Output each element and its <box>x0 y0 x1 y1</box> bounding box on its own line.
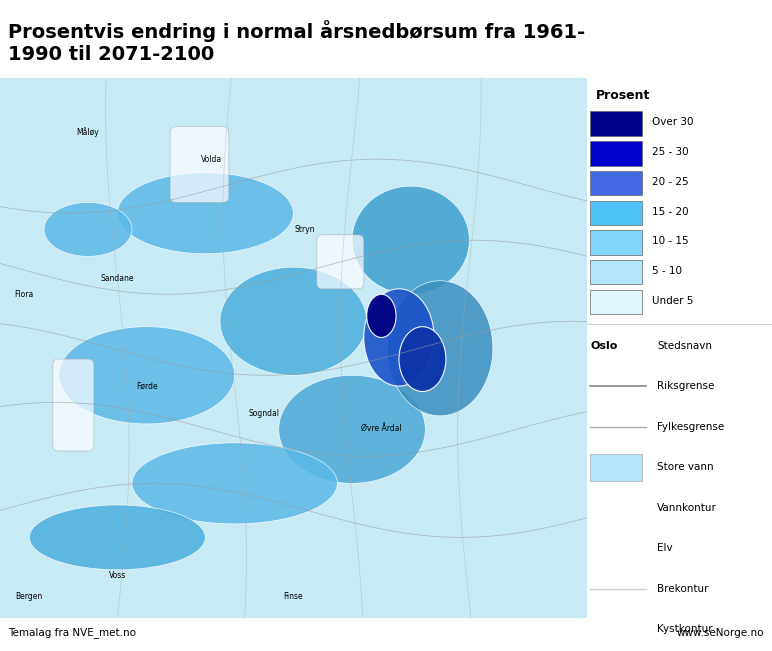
Text: Riksgrense: Riksgrense <box>657 381 715 391</box>
Text: Stedsnavn: Stedsnavn <box>657 340 712 351</box>
Text: Store vann: Store vann <box>657 462 714 472</box>
Text: Elv: Elv <box>657 543 672 553</box>
FancyBboxPatch shape <box>170 127 229 202</box>
Bar <box>591 201 642 225</box>
Text: Brekontur: Brekontur <box>657 584 709 594</box>
Text: Sandane: Sandane <box>100 273 134 283</box>
Text: Øvre Årdal: Øvre Årdal <box>361 425 401 434</box>
Ellipse shape <box>59 327 235 424</box>
Ellipse shape <box>279 375 425 483</box>
Bar <box>591 260 642 284</box>
Text: Kystkontur: Kystkontur <box>657 624 713 634</box>
Text: Fylkesgrense: Fylkesgrense <box>657 422 724 432</box>
Text: Bergen: Bergen <box>15 592 43 602</box>
Text: Under 5: Under 5 <box>652 296 693 306</box>
Text: 5 - 10: 5 - 10 <box>652 266 682 276</box>
Ellipse shape <box>364 289 434 386</box>
Ellipse shape <box>352 186 469 294</box>
Text: Oslo: Oslo <box>591 340 618 351</box>
Bar <box>591 171 642 195</box>
Text: Vannkontur: Vannkontur <box>657 503 717 513</box>
Ellipse shape <box>132 443 337 524</box>
Text: Finse: Finse <box>283 592 303 602</box>
Text: Over 30: Over 30 <box>652 117 693 128</box>
Ellipse shape <box>367 294 396 337</box>
Ellipse shape <box>117 173 293 254</box>
Text: 15 - 20: 15 - 20 <box>652 206 688 217</box>
Text: Volda: Volda <box>201 155 222 163</box>
Text: 25 - 30: 25 - 30 <box>652 147 688 157</box>
Text: 20 - 25: 20 - 25 <box>652 177 688 187</box>
Bar <box>591 141 642 165</box>
Text: Voss: Voss <box>109 571 126 580</box>
Bar <box>591 230 642 255</box>
Ellipse shape <box>388 281 493 416</box>
Text: 10 - 15: 10 - 15 <box>652 236 688 246</box>
Text: Førde: Førde <box>136 381 157 391</box>
Text: Prosent: Prosent <box>596 89 650 102</box>
Bar <box>591 454 642 480</box>
Text: Flora: Flora <box>14 290 33 299</box>
Text: Måløy: Måløy <box>76 127 100 137</box>
Ellipse shape <box>44 202 132 256</box>
Text: Sogndal: Sogndal <box>249 409 279 418</box>
Text: Temalag fra NVE_met.no: Temalag fra NVE_met.no <box>8 627 136 638</box>
Ellipse shape <box>29 505 205 570</box>
Text: www.seNorge.no: www.seNorge.no <box>677 628 764 638</box>
FancyBboxPatch shape <box>317 235 364 289</box>
Text: Prosentvis endring i normal årsnedbørsum fra 1961-
1990 til 2071-2100: Prosentvis endring i normal årsnedbørsum… <box>8 20 585 64</box>
FancyBboxPatch shape <box>52 359 94 451</box>
Bar <box>591 111 642 136</box>
Ellipse shape <box>220 267 367 375</box>
Bar <box>591 290 642 314</box>
Text: Stryn: Stryn <box>295 225 315 234</box>
Ellipse shape <box>399 327 446 391</box>
